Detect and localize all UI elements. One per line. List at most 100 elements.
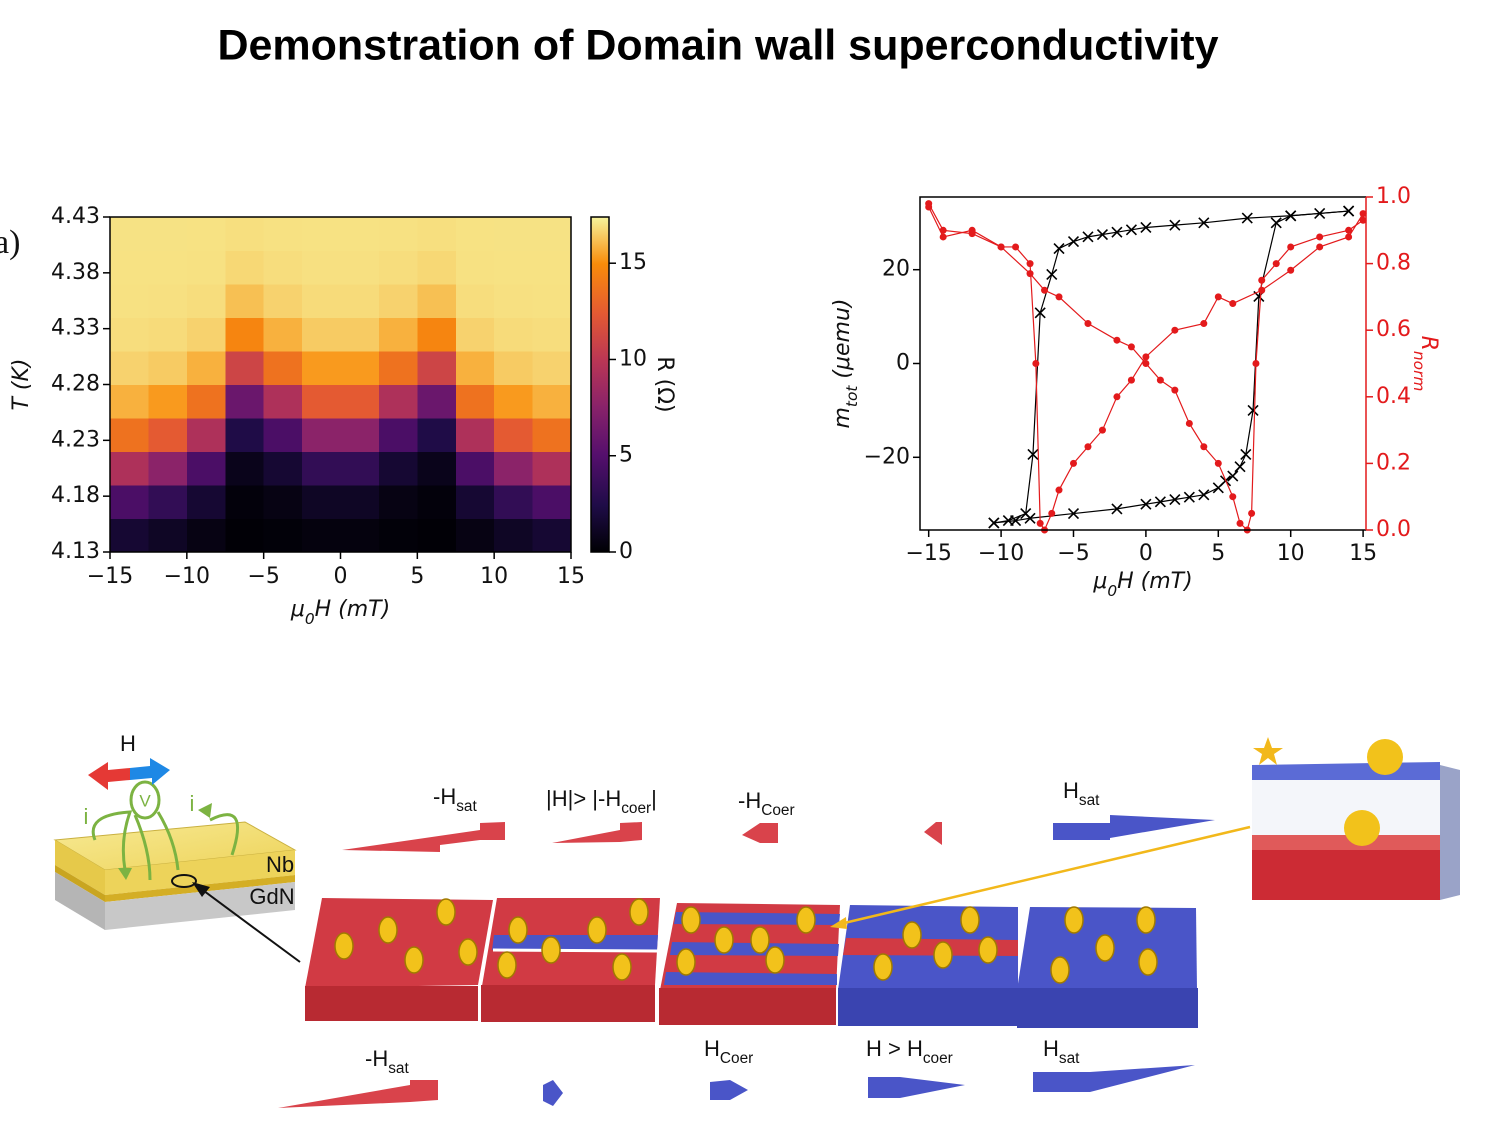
heat-cell xyxy=(455,518,495,553)
heat-cell xyxy=(417,451,457,486)
marker xyxy=(1113,336,1121,344)
x-axis-label: μ0H (mT) xyxy=(1092,569,1192,600)
field-state-label-part: coer xyxy=(621,800,651,817)
marker xyxy=(1098,426,1106,434)
y2-axis-label-part: R xyxy=(1416,336,1441,351)
heat-cell xyxy=(186,384,226,419)
marker xyxy=(1248,509,1256,517)
heat-cell xyxy=(340,317,380,352)
heat-cell xyxy=(302,485,342,520)
heat-cell xyxy=(532,418,572,453)
series-line xyxy=(993,210,1349,524)
field-state-label-part: coer xyxy=(923,1050,953,1067)
y2-axis-label-part: norm xyxy=(1411,351,1429,392)
field-state-label: H > Hcoer xyxy=(866,1036,953,1067)
heat-cell xyxy=(340,384,380,419)
marker xyxy=(968,226,976,234)
x-axis-label-part: μ xyxy=(1092,569,1107,594)
y2-tick-label: 0.8 xyxy=(1376,251,1411,276)
heat-cell xyxy=(455,217,495,252)
heat-cell xyxy=(186,284,226,319)
heat-cell xyxy=(378,384,418,419)
x-axis-label-part: H (mT) xyxy=(1117,569,1193,594)
field-state-label-part: H xyxy=(1063,778,1079,803)
heat-cell xyxy=(225,451,265,486)
heat-cell xyxy=(417,217,457,252)
marker xyxy=(1171,386,1179,394)
x-tick-label: −10 xyxy=(164,564,210,589)
heat-cell xyxy=(378,451,418,486)
colorbar-tick-label: 5 xyxy=(619,443,633,468)
y-tick-label: −20 xyxy=(864,444,910,469)
field-state-label-part: -H xyxy=(738,788,761,813)
marker xyxy=(1053,243,1065,255)
heat-cell xyxy=(494,384,534,419)
heat-cell xyxy=(417,485,457,520)
field-state-label: |H|> |-Hcoer| xyxy=(546,786,657,817)
heat-cell xyxy=(340,284,380,319)
marker xyxy=(1200,443,1208,451)
x-tick-label: 5 xyxy=(1211,541,1225,566)
y2-tick-label: 0.0 xyxy=(1376,517,1411,542)
y-axis-label: T (K) xyxy=(9,358,34,410)
heat-cell xyxy=(302,217,342,252)
y-axis-label: mtot (μemu) xyxy=(830,298,861,428)
field-label: H xyxy=(120,731,136,756)
heat-cell xyxy=(263,284,303,319)
heat-cell xyxy=(455,418,495,453)
marker xyxy=(1125,224,1137,236)
colorbar-tick-label: 15 xyxy=(619,250,647,275)
heat-cell xyxy=(110,317,150,352)
x-tick-label: 10 xyxy=(1277,541,1305,566)
heat-cell xyxy=(455,384,495,419)
heat-cell xyxy=(110,351,150,386)
heat-cell xyxy=(110,518,150,553)
heat-cell xyxy=(110,217,150,252)
layer-label: GdN xyxy=(249,884,294,909)
marker xyxy=(1048,509,1056,517)
y-axis-label-part: (μemu) xyxy=(830,298,855,385)
heat-cell xyxy=(110,418,150,453)
marker xyxy=(1234,461,1246,473)
heat-cell xyxy=(225,217,265,252)
heat-cell xyxy=(302,317,342,352)
x-axis-label-part: 0 xyxy=(1107,582,1117,600)
heat-cell xyxy=(340,418,380,453)
marker xyxy=(1214,293,1222,301)
marker xyxy=(1127,343,1135,351)
heat-cell xyxy=(302,451,342,486)
y-axis-label-part: T (K) xyxy=(9,358,34,410)
heat-cell xyxy=(494,250,534,285)
heat-cell xyxy=(378,485,418,520)
x-tick-label: −15 xyxy=(905,541,951,566)
heat-cell xyxy=(148,418,188,453)
heat-cell xyxy=(455,451,495,486)
x-tick-label: 0 xyxy=(334,564,348,589)
heat-cell xyxy=(532,284,572,319)
marker xyxy=(1171,326,1179,334)
marker xyxy=(1359,216,1367,224)
heat-cell xyxy=(494,451,534,486)
field-state-label: -HCoer xyxy=(738,788,795,819)
heat-cell xyxy=(110,485,150,520)
colorbar xyxy=(590,216,610,553)
heat-cell xyxy=(378,217,418,252)
heat-cell xyxy=(340,485,380,520)
heat-cell xyxy=(532,485,572,520)
current-label: i xyxy=(84,804,89,829)
heat-cell xyxy=(340,250,380,285)
layer-label: Nb xyxy=(266,852,294,877)
y-axis-label-part: m xyxy=(830,407,855,428)
x-axis-label-part: H (mT) xyxy=(315,597,391,622)
heat-cell xyxy=(225,418,265,453)
marker xyxy=(939,233,947,241)
y2-tick-label: 1.0 xyxy=(1376,184,1411,209)
y-tick-label: 0 xyxy=(896,351,910,376)
field-state-label-part: H xyxy=(704,1036,720,1061)
marker xyxy=(1247,404,1259,416)
marker xyxy=(1154,496,1166,508)
heat-cell xyxy=(263,485,303,520)
y-tick-label: 4.23 xyxy=(51,427,100,452)
field-state-label-part: -H xyxy=(365,1046,388,1071)
